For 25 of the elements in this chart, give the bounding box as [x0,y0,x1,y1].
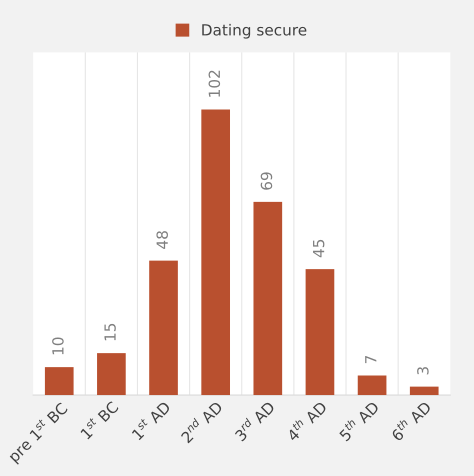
bar [44,367,74,396]
data-label: 10 [52,338,64,354]
data-label: 45 [313,240,324,258]
x-tick-label: 4$^{th}$ AD [284,398,328,442]
data-label: 15 [104,324,116,340]
bar [358,375,386,396]
bar [306,269,334,396]
data-label: 7 [365,356,376,364]
x-tick-label: 6$^{th}$ AD [389,398,432,442]
bar [97,353,126,396]
x-tick-label: 3$^{rd}$ AD [232,398,276,442]
bar [410,386,439,396]
x-tick-label: 5$^{th}$ AD [336,398,380,442]
x-tick-label: 1$^{st}$ BC [78,399,120,440]
x-tick-label: pre 1$^{st}$ BC [6,400,70,465]
x-tick-label: 1$^{st}$ AD [130,399,171,440]
data-label: 69 [260,172,272,190]
data-label: 48 [156,231,168,249]
data-label: 3 [417,367,429,374]
x-tick-label: 2$^{nd}$ AD [178,398,224,444]
legend-label: Dating secure [202,24,306,39]
data-label: 102 [208,70,220,97]
bar [149,260,178,396]
bar [253,202,282,396]
bar [201,109,230,396]
